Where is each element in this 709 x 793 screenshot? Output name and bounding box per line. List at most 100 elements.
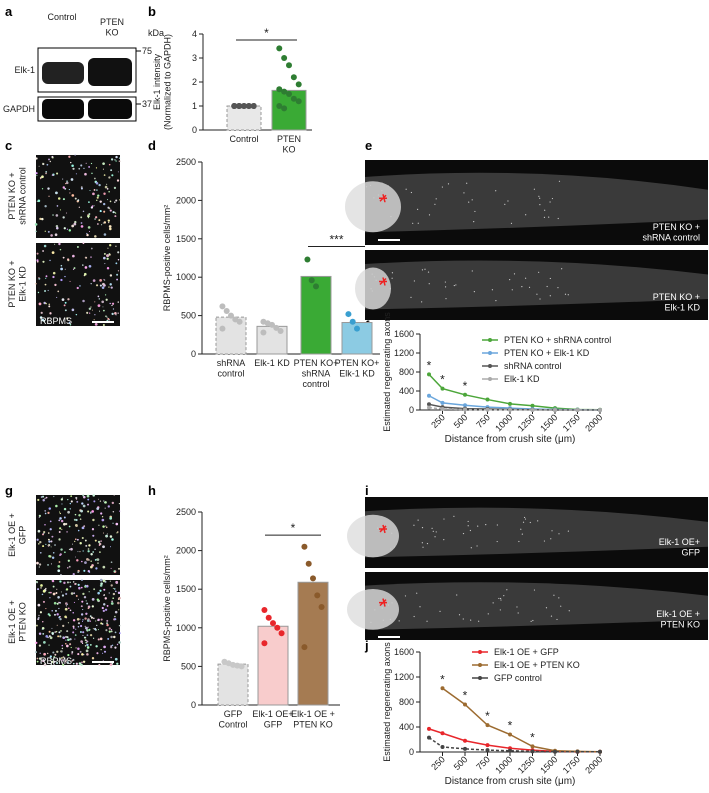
- y-tick-label: 800: [399, 697, 414, 707]
- cell: [70, 178, 74, 181]
- series-point: [553, 408, 557, 412]
- cell: [40, 661, 42, 663]
- y-axis-label: Estimated regenerating axons: [382, 312, 392, 432]
- cell: [103, 210, 106, 213]
- blot-band: [42, 62, 84, 84]
- axon: [544, 209, 546, 211]
- series-point: [575, 408, 580, 412]
- cell: [80, 640, 83, 643]
- cell: [108, 163, 111, 166]
- cell: [75, 538, 77, 540]
- axon: [393, 546, 396, 548]
- cell: [74, 220, 77, 224]
- cell: [97, 562, 99, 564]
- axon: [387, 185, 389, 187]
- cell: [80, 586, 83, 589]
- cell: [39, 551, 42, 554]
- cell: [47, 564, 49, 566]
- cell: [113, 570, 116, 573]
- cell: [107, 637, 110, 640]
- cell: [54, 283, 57, 287]
- series-point: [440, 745, 445, 749]
- cell: [86, 232, 88, 235]
- cell: [61, 503, 63, 505]
- cell: [87, 626, 89, 628]
- axon: [462, 618, 464, 620]
- cell: [81, 536, 84, 540]
- data-point: [270, 620, 276, 627]
- axon: [521, 533, 523, 535]
- axon: [398, 620, 400, 622]
- cell: [79, 630, 82, 633]
- legend-label: Elk-1 OE + GFP: [494, 647, 559, 657]
- cell: [106, 266, 110, 270]
- cell: [111, 644, 114, 646]
- cell: [101, 652, 104, 654]
- series-point: [485, 748, 490, 753]
- cell: [42, 621, 44, 623]
- cell: [103, 645, 106, 649]
- x-tick-label: 1000: [493, 412, 514, 433]
- cell: [117, 601, 120, 605]
- axon: [533, 188, 535, 190]
- cell: [35, 157, 38, 160]
- axon: [435, 531, 437, 533]
- cell: [89, 644, 92, 646]
- cell: [72, 662, 75, 665]
- axon: [443, 539, 445, 541]
- cell: [79, 618, 81, 620]
- y-axis-label: RBPMS-positive cells/mm²: [162, 205, 172, 312]
- cell: [55, 661, 59, 665]
- cell: [114, 215, 117, 218]
- axon: [444, 286, 447, 288]
- cell: [103, 256, 106, 260]
- cell: [56, 296, 58, 298]
- cell: [82, 494, 85, 497]
- axon: [567, 530, 569, 532]
- cell: [118, 624, 121, 627]
- y-tick-label: 2500: [176, 507, 196, 517]
- cell: [87, 217, 89, 219]
- axon: [432, 530, 434, 532]
- cell: [90, 565, 93, 569]
- cell: [118, 641, 121, 644]
- cell: [66, 228, 69, 230]
- axon: [412, 222, 414, 224]
- significance-label: *: [530, 730, 535, 744]
- axon: [470, 547, 472, 549]
- cell: [53, 495, 55, 498]
- axon: [558, 533, 560, 535]
- cell: [57, 290, 60, 293]
- cell: [64, 660, 67, 663]
- cell: [111, 312, 114, 316]
- panel-label: g: [5, 483, 13, 498]
- data-point: [219, 325, 226, 332]
- axon: [528, 286, 531, 288]
- cell: [43, 319, 46, 323]
- axon: [371, 273, 373, 275]
- axon: [537, 520, 539, 522]
- cell: [88, 213, 91, 216]
- x-axis-label: Distance from crush site (μm): [445, 776, 576, 787]
- data-point: [290, 95, 297, 102]
- crush-glow: [347, 514, 399, 558]
- x-tick-label: 1250: [516, 412, 537, 433]
- axon: [365, 186, 368, 188]
- cell: [90, 162, 93, 165]
- cell: [49, 520, 52, 523]
- cell: [49, 591, 52, 594]
- cell: [70, 500, 73, 503]
- y-tick-label: 4: [192, 29, 197, 39]
- cell: [45, 543, 47, 545]
- cell: [48, 158, 50, 161]
- cell: [112, 592, 116, 596]
- plots: 0 1 2 3 4 Elk-1 intensity(Normalized to GAPDH…: [152, 26, 612, 787]
- cell: [100, 582, 103, 585]
- cell: [110, 286, 113, 289]
- cell: [44, 497, 46, 500]
- cell: [35, 641, 38, 644]
- series-point: [508, 401, 512, 406]
- bar: [271, 89, 307, 131]
- axon: [504, 203, 506, 205]
- image-label: PTEN KO + Elk-1 KD: [653, 292, 701, 313]
